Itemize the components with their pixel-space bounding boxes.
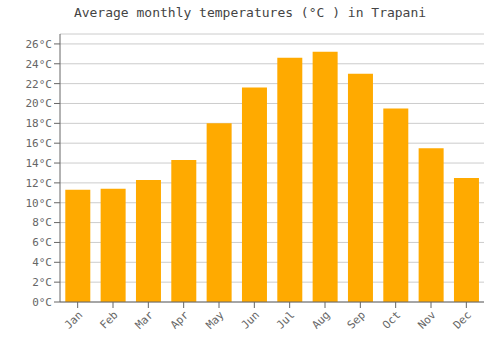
svg-text:24°C: 24°C [26,58,53,71]
svg-text:8°C: 8°C [32,216,52,229]
svg-text:Aug: Aug [309,308,332,331]
svg-text:12°C: 12°C [26,177,53,190]
svg-text:0°C: 0°C [32,296,52,309]
svg-text:Jun: Jun [239,308,262,331]
svg-text:Oct: Oct [380,308,403,331]
html-text:Average monthly temperatures (: Average monthly temperatures (°C ) in Tr… [73,5,427,20]
svg-text:Sep: Sep [345,308,368,331]
svg-text:Jan: Jan [62,308,85,331]
svg-text:Feb: Feb [97,308,120,331]
svg-text:4°C: 4°C [32,256,52,269]
svg-text:Jul: Jul [274,308,297,331]
svg-text:26°C: 26°C [26,38,53,51]
svg-text:22°C: 22°C [26,78,53,91]
svg-text:16°C: 16°C [26,137,53,150]
svg-text:Nov: Nov [415,308,439,332]
svg-text:10°C: 10°C [26,197,53,210]
svg-text:2°C: 2°C [32,276,52,289]
svg-text:6°C: 6°C [32,236,52,249]
svg-text:18°C: 18°C [26,117,53,130]
svg-text:14°C: 14°C [26,157,53,170]
svg-text:Apr: Apr [168,308,192,332]
svg-text:Dec: Dec [451,308,474,331]
svg-text:Mar: Mar [133,308,157,332]
svg-text:20°C: 20°C [26,97,53,110]
svg-text:May: May [203,308,227,332]
